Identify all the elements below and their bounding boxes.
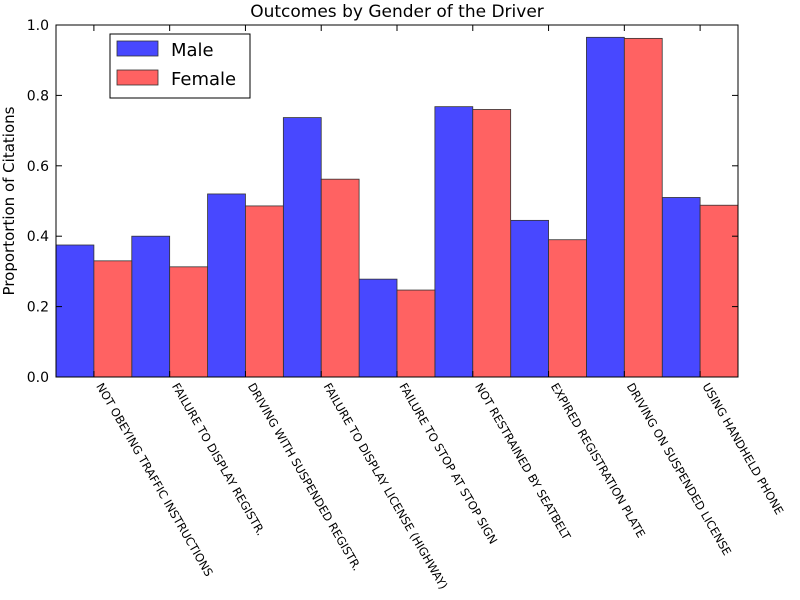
bar-male-4 [358,278,398,378]
bar-female-0 [93,260,133,378]
y-tick-label: 1.0 [27,18,49,34]
bar-male-0 [55,244,95,378]
bar-female-8 [699,204,739,378]
category-label: USING HANDHELD PHONE [700,381,787,518]
category-label: FAILURE TO DISPLAY LICENSE (HIGHWAY) [321,381,451,592]
y-ticks-group: 0.0 0.2 0.4 0.6 0.8 1.0 [27,18,738,386]
bars-group [55,36,739,378]
bar-female-2 [245,205,284,378]
legend-swatch-female [116,69,159,86]
y-tick-label: 0.8 [27,88,49,104]
legend-label-male: Male [171,40,214,61]
bar-female-3 [320,178,360,378]
chart-title: Outcomes by Gender of the Driver [250,2,544,22]
bar-male-1 [131,235,171,378]
bar-male-6 [510,219,549,378]
legend-swatch-male [116,40,159,57]
bar-male-5 [434,106,474,378]
bar-male-3 [282,117,322,378]
bar-male-2 [207,193,246,378]
legend-label-female: Female [171,69,236,90]
bar-female-7 [623,37,663,378]
y-tick-label: 0.6 [27,159,49,175]
bar-female-5 [472,109,512,378]
bar-male-7 [586,36,625,378]
bar-male-8 [661,197,701,378]
bar-female-1 [169,266,208,378]
bar-female-6 [548,239,587,378]
y-axis-label: Proportortion of Citations [0,106,18,295]
bar-female-4 [396,289,436,378]
y-tick-label: 0.4 [27,229,49,245]
plot-frame [55,24,739,378]
legend: Male Female [109,33,251,99]
y-tick-label: 0.0 [27,370,49,386]
category-label: FAILURE TO DISPLAY REGISTR. [169,381,268,538]
y-tick-label: 0.2 [27,300,49,316]
